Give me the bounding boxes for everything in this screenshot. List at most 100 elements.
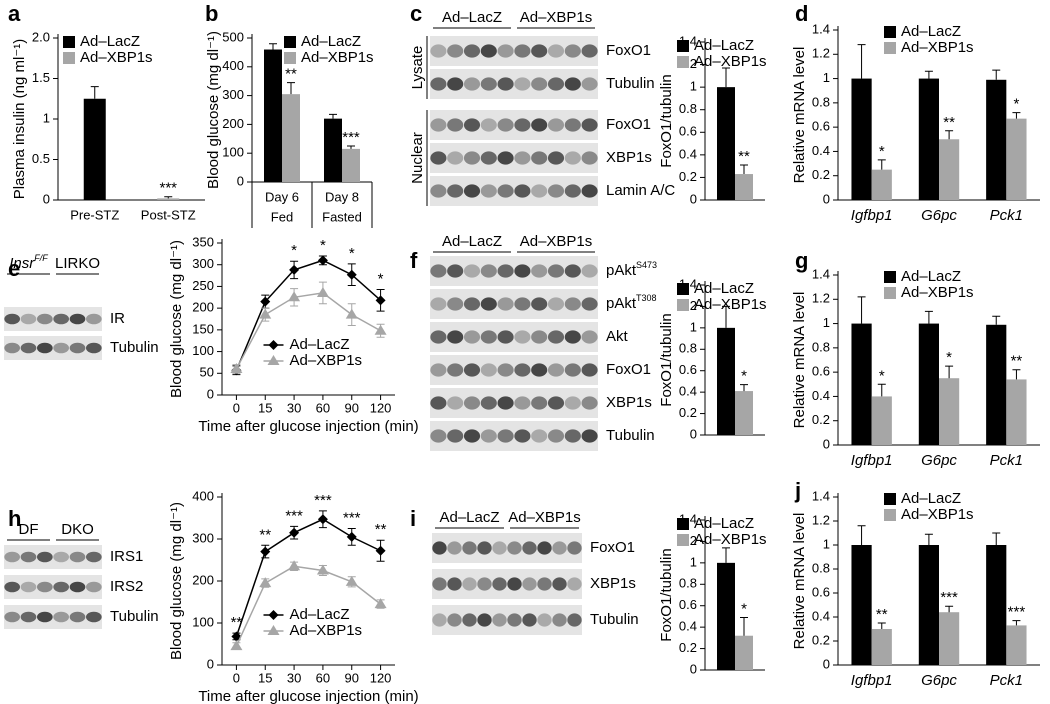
row-label: IRS1 [110, 548, 143, 565]
label-text: Ad–XBP1s [508, 509, 581, 526]
blot-band [69, 551, 86, 563]
label-text: Ad–LacZ [442, 9, 502, 26]
blot-band [564, 363, 581, 377]
y-axis-label: Relative mRNA level [791, 292, 808, 429]
legend-label: Ad–LacZ [290, 336, 350, 353]
y-tick-label: 1 [823, 315, 830, 330]
bar [871, 169, 892, 200]
panel-letter: a [8, 1, 21, 26]
blot-band [447, 577, 462, 591]
blot-band [477, 541, 492, 555]
group-label: Ad–XBP1s [508, 509, 581, 526]
row-label: Tubulin [606, 75, 655, 92]
legend-swatch [284, 52, 296, 64]
x-tick-label: Pck1 [990, 452, 1023, 469]
bar [871, 629, 892, 665]
blot-band [564, 396, 581, 410]
x-axis-label: Time after glucose injection (min) [198, 688, 418, 704]
blot-band [552, 577, 567, 591]
blot-band [430, 363, 447, 377]
x-tick-label: 15 [258, 670, 272, 685]
y-tick-label: 0.4 [679, 384, 697, 399]
x-tick-label: Igfbp1 [851, 452, 893, 469]
blot-band [4, 313, 21, 325]
blot-row [432, 533, 582, 563]
blot-band [85, 342, 102, 354]
x-tick-label: G6pc [921, 452, 957, 469]
blot-band [432, 613, 447, 627]
significance: ** [876, 606, 888, 623]
blot-band [564, 264, 581, 278]
x-tick-label: G6pc [921, 672, 957, 689]
blot-band [430, 264, 447, 278]
blot-band [36, 313, 53, 325]
legend-swatch [884, 493, 896, 505]
y-tick-label: 300 [222, 87, 244, 102]
blot-band [430, 77, 447, 91]
y-tick-label: 0.8 [679, 576, 697, 591]
blot-band [514, 363, 531, 377]
group-label: Ad–XBP1s [520, 233, 593, 250]
blot-band [69, 611, 86, 623]
blot-row [430, 388, 598, 418]
error-bar [877, 622, 886, 629]
row-label: Lamin A/C [606, 182, 675, 199]
y-tick-label: 0.2 [812, 632, 830, 647]
blot-band [581, 44, 598, 58]
marker [230, 640, 243, 651]
marker [346, 531, 357, 542]
error-bar [722, 67, 730, 88]
legend-swatch [677, 534, 689, 546]
error-bar [877, 159, 886, 170]
legend-label: Ad–XBP1s [301, 49, 374, 66]
x-tick-label: Igfbp1 [851, 207, 893, 224]
blot-band [497, 330, 514, 344]
blot-band [463, 429, 481, 443]
bar [918, 78, 939, 200]
y-tick-label: 100 [192, 614, 214, 629]
blot-band [20, 313, 37, 325]
blot-band [480, 118, 497, 132]
blot-band [462, 613, 477, 627]
significance: * [1014, 96, 1020, 113]
label-superscript: T308 [636, 293, 657, 303]
y-tick-label: 1.4 [812, 488, 830, 503]
blot-band [564, 151, 581, 165]
blot-band [36, 342, 53, 354]
panel-letter: d [795, 1, 808, 26]
legend-label: Ad–XBP1s [290, 622, 363, 639]
blot-band [447, 184, 464, 198]
significance: *** [1008, 604, 1026, 621]
label-text: DF [19, 521, 39, 538]
blot-band [69, 581, 86, 593]
y-tick-label: 0 [690, 661, 697, 676]
blot-band [430, 44, 447, 58]
row-label: FoxO1 [606, 42, 651, 59]
blot-band [447, 44, 464, 58]
significance: * [349, 245, 355, 262]
row-label: XBP1s [590, 575, 636, 592]
error-bar [90, 86, 99, 99]
blot-band [432, 577, 447, 591]
y-tick-label: 0.6 [812, 119, 830, 134]
blot-band [514, 264, 531, 278]
blot-band [547, 184, 565, 198]
blot-band [547, 297, 565, 311]
x-axis-label: Time after glucose injection (min) [198, 418, 418, 435]
legend-label: Ad–XBP1s [694, 531, 767, 548]
blot-band [547, 363, 565, 377]
y-axis-label: Blood glucose (mg dl⁻¹) [205, 31, 222, 189]
blot-band [53, 551, 70, 563]
y-tick-label: 0 [690, 426, 697, 441]
error-bar [857, 296, 866, 324]
label-text: XBP1s [590, 575, 636, 592]
legend-swatch [677, 518, 689, 530]
blot-band [547, 429, 565, 443]
blot-band [514, 297, 531, 311]
blot-band [581, 264, 598, 278]
legend-label: Ad–LacZ [901, 23, 961, 40]
blot-band [477, 613, 492, 627]
group-label: LIRKO [55, 255, 100, 272]
significance: *** [314, 492, 332, 509]
blot-band [514, 396, 531, 410]
